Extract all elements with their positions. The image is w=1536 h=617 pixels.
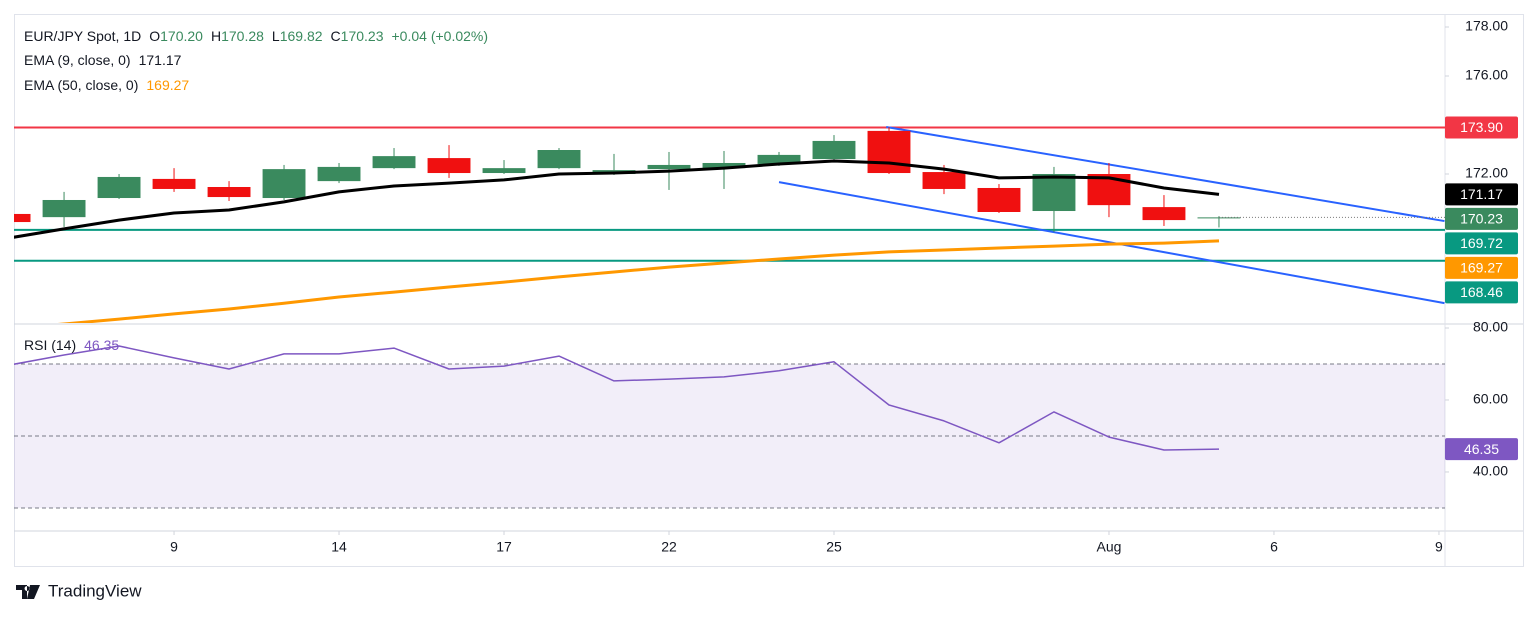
candle-body [482,168,526,174]
candle-body [647,164,691,170]
candle-body [97,176,141,199]
candle-body [262,169,306,199]
legend-name: RSI (14) [24,337,76,353]
x-tick-label: 14 [331,539,347,555]
ohlc-value: 170.20 [160,28,203,44]
candle-body [1032,174,1076,212]
x-tick-label: 17 [496,539,512,555]
legend-line: EMA (9, close, 0) 171.17 [24,52,182,68]
ohlc-label: H [211,28,221,44]
price-label: 169.72 [1460,235,1503,251]
ohlc-value: 169.82 [280,28,323,44]
x-tick-label: 22 [661,539,677,555]
y-tick-label: 178.00 [1465,18,1508,34]
candle-body [1142,207,1186,221]
ohlc-label: L [272,28,280,44]
symbol-title: EUR/JPY Spot, 1D [24,28,141,44]
legend-name: EMA (50, close, 0) [24,77,138,93]
y-tick-label: 40.00 [1473,463,1508,479]
price-label: 171.17 [1460,186,1503,202]
ohlc-label: O [149,28,160,44]
change: +0.04 (+0.02%) [392,28,489,44]
price-plot [14,125,1445,323]
legend-line: EMA (50, close, 0) 169.27 [24,77,189,93]
candle-body [537,149,581,169]
y-tick-label: 80.00 [1473,319,1508,335]
price-label-box [1445,183,1518,206]
ohlc-label: C [331,28,341,44]
rsi-plot [14,345,1445,509]
candle-body [14,213,31,223]
price-label: 169.27 [1460,260,1503,276]
legend-value: 46.35 [84,337,119,353]
y-tick-label: 172.00 [1465,165,1508,181]
candle-body [207,187,251,198]
price-label: 170.23 [1460,211,1503,227]
legend-line: EUR/JPY Spot, 1D O170.20 H170.28 L169.82 C17… [24,28,488,44]
price-label-box [1445,438,1518,461]
frame [14,14,1524,567]
legend-value: 169.27 [146,77,189,93]
candle-body [977,187,1021,212]
ema-line [14,159,1220,239]
x-tick-label: 9 [1435,539,1443,555]
candle-body [702,162,746,169]
price-label-box [1445,281,1518,304]
ema-line [57,239,1220,323]
price-label-box [1445,232,1518,255]
x-tick-label: Aug [1097,539,1122,555]
candle-body [372,156,416,169]
legend-value: 171.17 [139,52,182,68]
price-label: 168.46 [1460,284,1503,300]
x-tick-label: 25 [826,539,842,555]
price-label-box [1445,256,1518,279]
candle-body [317,166,361,182]
price-label-box [1445,207,1518,230]
ohlc-value: 170.23 [341,28,384,44]
ohlc-value: 170.28 [221,28,264,44]
trend-channel-line [886,125,1445,223]
legend-line: RSI (14) 46.35 [24,337,119,353]
price-label: 46.35 [1464,441,1499,457]
legend: EUR/JPY Spot, 1D O170.20 H170.28 L169.82 C17… [24,28,488,353]
x-tick-label: 9 [170,539,178,555]
candle-body [922,172,966,189]
candle-body [812,140,856,160]
y-tick-label: 176.00 [1465,67,1508,83]
axes: 178.00176.00174.00172.00170.00168.00173.… [170,18,1518,555]
candle-body [757,154,801,164]
logo-icon [16,585,40,599]
candle-body [867,130,911,174]
rsi-line [14,345,1220,451]
x-tick-label: 6 [1270,539,1278,555]
candle-body [152,178,196,189]
brand: TradingView [48,581,142,600]
candle-body [42,199,86,218]
price-label: 173.90 [1460,119,1503,135]
logo: TradingView [16,581,142,600]
y-tick-label: 60.00 [1473,391,1508,407]
legend-name: EMA (9, close, 0) [24,52,131,68]
candle-body [427,158,471,174]
price-label-box [1445,116,1518,139]
